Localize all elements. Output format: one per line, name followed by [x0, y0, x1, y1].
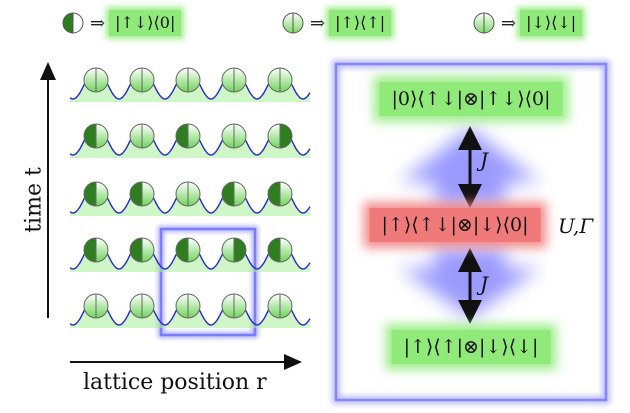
lattice-site	[221, 293, 247, 319]
implies-arrow: ⇒	[310, 12, 326, 34]
lattice-site	[175, 293, 201, 319]
lattice-site	[175, 123, 201, 149]
lower-coupling-label: J	[480, 272, 489, 296]
lattice-site	[83, 67, 109, 93]
lattice-site	[129, 181, 155, 207]
spin-down-circle-icon	[473, 12, 495, 34]
lattice-site	[83, 181, 109, 207]
highlight-box	[159, 227, 257, 337]
lattice-site	[175, 181, 201, 207]
lattice-site	[221, 237, 247, 263]
upper-coupling-label: J	[480, 148, 489, 172]
lattice-site	[267, 67, 293, 93]
legend-label-spin-up: |↑⟩⟨↑|	[329, 10, 392, 36]
lattice-site	[267, 237, 293, 263]
legend-label-spin-down: |↓⟩⟨↓|	[520, 10, 583, 36]
lattice-site	[175, 67, 201, 93]
legend-spin-up: ⇒ |↑⟩⟨↑|	[282, 6, 392, 40]
legend-spin-down: ⇒ |↓⟩⟨↓|	[473, 6, 583, 40]
interaction-dissipation-label: U,Γ	[558, 214, 594, 238]
lattice-site	[267, 181, 293, 207]
process-frame	[334, 62, 608, 402]
position-axis-label: lattice position r	[83, 370, 267, 395]
lattice-site	[129, 293, 155, 319]
lattice-site	[129, 237, 155, 263]
lattice-site	[267, 293, 293, 319]
lattice-site	[129, 67, 155, 93]
doublon-circle-icon	[62, 12, 84, 34]
top-state-label: |0⟩⟨↑↓|⊗|↑↓⟩⟨0|	[379, 82, 563, 116]
lattice-site	[83, 237, 109, 263]
lattice-site	[175, 237, 201, 263]
legend-doublon: ⇒ |↑↓⟩⟨0|	[62, 6, 182, 40]
lattice-site	[83, 293, 109, 319]
lattice-site	[221, 181, 247, 207]
lattice-panel	[69, 67, 311, 338]
middle-state-label: |↑⟩⟨↑↓|⊗|↓⟩⟨0|	[369, 208, 541, 242]
implies-arrow: ⇒	[501, 12, 517, 34]
implies-arrow: ⇒	[90, 12, 106, 34]
bottom-state-label: |↑⟩⟨↑|⊗|↓⟩⟨↓|	[391, 330, 551, 364]
lattice-site	[221, 67, 247, 93]
lattice-site	[129, 123, 155, 149]
lattice-site	[221, 123, 247, 149]
legend-label-doublon: |↑↓⟩⟨0|	[109, 10, 182, 36]
spin-up-circle-icon	[282, 12, 304, 34]
lattice-site	[83, 123, 109, 149]
lattice-site	[267, 123, 293, 149]
